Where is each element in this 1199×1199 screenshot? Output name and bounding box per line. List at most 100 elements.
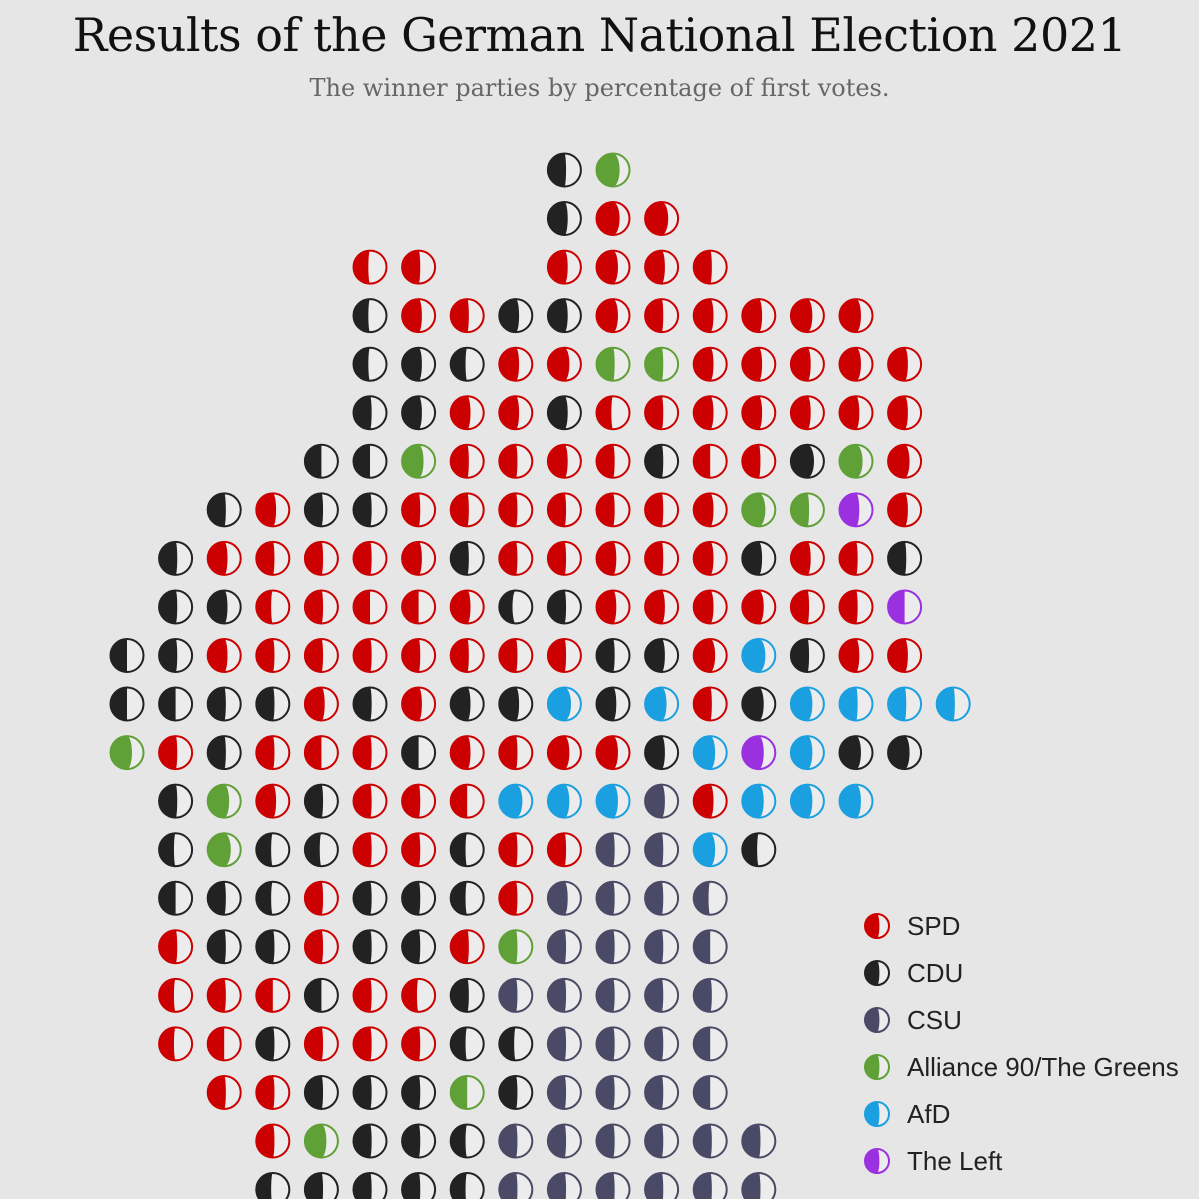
district-marker [498, 298, 534, 334]
district-marker [546, 686, 582, 722]
district-marker [401, 589, 437, 625]
district-marker [644, 638, 680, 673]
district-marker [352, 589, 388, 625]
district-marker [838, 735, 874, 771]
district-marker [303, 540, 339, 576]
district-marker [546, 492, 582, 528]
district-marker [692, 832, 728, 868]
district-marker [692, 1123, 728, 1159]
district-marker [692, 638, 728, 673]
district-grid [109, 152, 971, 1199]
district-marker [352, 783, 388, 819]
district-marker [935, 686, 971, 722]
district-marker [838, 298, 874, 334]
district-marker [352, 249, 388, 285]
legend-label: CSU [907, 1005, 962, 1035]
district-marker [595, 589, 631, 625]
district-marker [449, 589, 485, 625]
district-marker [644, 589, 680, 625]
district-marker [692, 735, 728, 771]
district-marker [449, 1123, 485, 1159]
district-marker [401, 395, 437, 431]
district-marker [692, 929, 728, 965]
district-marker [303, 1123, 339, 1159]
district-marker [546, 1026, 582, 1062]
district-marker [158, 880, 194, 916]
district-marker [401, 929, 437, 965]
legend-marker [864, 1101, 890, 1127]
district-marker [595, 783, 631, 819]
district-marker [644, 395, 680, 431]
district-marker [401, 1074, 437, 1110]
district-marker [644, 832, 680, 868]
district-marker [449, 638, 485, 673]
district-marker [498, 929, 534, 965]
district-marker [595, 686, 631, 722]
district-marker [352, 977, 388, 1013]
district-marker [109, 735, 145, 771]
district-marker [401, 492, 437, 528]
district-marker [401, 1123, 437, 1159]
district-marker [255, 977, 291, 1013]
district-marker [644, 492, 680, 528]
district-marker [352, 929, 388, 965]
district-marker [692, 395, 728, 431]
district-marker [352, 346, 388, 382]
district-marker [644, 201, 680, 237]
district-marker [206, 1026, 242, 1062]
district-marker [109, 686, 145, 722]
district-marker [206, 540, 242, 576]
district-marker [546, 783, 582, 819]
district-marker [595, 443, 631, 479]
district-marker [449, 832, 485, 868]
district-marker [303, 783, 339, 819]
district-marker [595, 492, 631, 528]
district-marker [352, 1074, 388, 1110]
district-marker [401, 249, 437, 285]
district-marker [789, 735, 825, 771]
district-marker [644, 1123, 680, 1159]
district-marker [692, 540, 728, 576]
district-marker [692, 1026, 728, 1062]
district-marker [789, 492, 825, 528]
district-marker [546, 346, 582, 382]
district-marker [255, 492, 291, 528]
district-marker [401, 298, 437, 334]
legend: SPD CDU CSU Alliance 90/The Greens AfD The Le… [864, 911, 1179, 1176]
district-marker [741, 298, 777, 334]
district-marker [352, 1026, 388, 1062]
district-marker [401, 638, 437, 673]
district-marker [789, 686, 825, 722]
district-marker [644, 686, 680, 722]
district-marker [206, 783, 242, 819]
district-marker [352, 395, 388, 431]
district-marker [401, 1172, 437, 1199]
district-marker [887, 589, 923, 625]
district-marker [255, 540, 291, 576]
district-marker [887, 638, 923, 673]
district-marker [498, 686, 534, 722]
district-marker [303, 735, 339, 771]
district-marker [546, 638, 582, 673]
district-marker [498, 783, 534, 819]
district-marker [741, 1123, 777, 1159]
district-marker [644, 1026, 680, 1062]
district-marker [255, 1123, 291, 1159]
district-marker [692, 589, 728, 625]
district-marker [595, 1026, 631, 1062]
district-marker [206, 686, 242, 722]
district-marker [887, 492, 923, 528]
district-marker [838, 589, 874, 625]
district-marker [546, 249, 582, 285]
district-marker [595, 395, 631, 431]
district-marker [303, 443, 339, 479]
district-marker [449, 1026, 485, 1062]
district-marker [352, 832, 388, 868]
district-marker [741, 735, 777, 771]
district-marker [158, 589, 194, 625]
district-marker [595, 880, 631, 916]
district-marker [401, 686, 437, 722]
district-marker [546, 929, 582, 965]
district-marker [741, 395, 777, 431]
district-marker [887, 443, 923, 479]
